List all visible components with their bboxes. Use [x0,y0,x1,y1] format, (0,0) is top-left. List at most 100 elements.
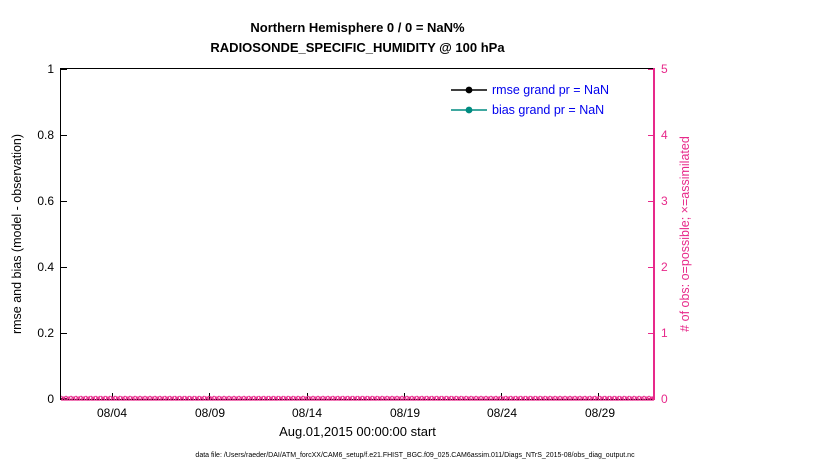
possible-obs-marker: o [644,394,650,403]
assimilated-obs-marker: × [143,394,152,404]
x-axis-tick-label: 08/09 [194,406,226,420]
assimilated-obs-marker: × [613,394,621,404]
possible-obs-marker: o [303,394,309,403]
possible-obs-marker: o [397,394,402,403]
assimilated-obs-marker: × [287,394,295,404]
possible-obs-marker: o [243,394,249,403]
left-tick-mark [61,332,67,334]
assimilated-obs-marker: × [371,394,379,404]
rmse-line-marker-icon [451,86,487,94]
assimilated-obs-marker: × [415,394,424,404]
assimilated-obs-marker: × [366,394,374,404]
assimilated-obs-marker: × [553,394,562,404]
assimilated-obs-marker: × [79,394,88,404]
left-axis-tick-label: 0.2 [37,326,54,340]
left-axis-tick-label: 0.8 [37,128,54,142]
possible-obs-marker: o [456,394,462,403]
assimilated-obs-marker: × [395,394,404,404]
left-tick-mark [61,266,67,268]
possible-obs-marker: o [308,394,313,403]
possible-obs-marker: o [520,394,526,403]
possible-obs-marker: o [293,394,299,403]
assimilated-obs-marker: × [524,394,532,404]
right-axis-tick-label: 5 [661,62,668,76]
assimilated-obs-marker: × [534,394,542,404]
assimilated-obs-marker: × [222,394,231,404]
possible-obs-marker: o [204,394,210,403]
possible-obs-marker: o [382,394,388,403]
possible-obs-marker: o [461,394,467,403]
possible-obs-marker: o [401,394,407,403]
possible-obs-marker: o [639,394,645,403]
possible-obs-marker: o [342,394,348,403]
right-axis-tick-label: 3 [661,194,668,208]
left-axis-tick-label: 0 [47,392,54,406]
assimilated-obs-marker: × [296,394,305,404]
left-axis-title: rmse and bias (model - observation) [10,133,24,335]
possible-obs-marker: o [510,394,516,403]
assimilated-obs-marker: × [183,394,191,404]
possible-obs-marker: o [80,394,86,403]
assimilated-obs-marker: × [267,394,275,404]
data-file-caption: data file: /Users/raeder/DAI/ATM_forcXX/… [195,452,635,459]
assimilated-obs-marker: × [59,394,68,404]
possible-obs-marker: o [377,394,383,403]
possible-obs-marker: o [476,394,482,403]
assimilated-obs-marker: × [647,394,656,404]
assimilated-obs-marker: × [89,394,97,404]
assimilated-obs-marker: × [464,394,473,404]
bias-line-marker-icon [451,106,487,114]
possible-obs-marker: o [135,394,141,403]
assimilated-obs-marker: × [440,394,448,404]
possible-obs-marker: o [313,394,318,403]
assimilated-obs-marker: × [237,394,246,404]
possible-obs-marker: o [500,394,506,403]
right-tick-mark [648,398,654,399]
possible-obs-marker: o [298,394,304,403]
assimilated-obs-marker: × [311,394,320,404]
assimilated-obs-marker: × [291,394,300,404]
possible-obs-marker: o [649,394,654,403]
possible-obs-marker: o [451,394,457,403]
right-axis-spine [653,68,655,400]
right-tick-mark [648,266,654,268]
assimilated-obs-marker: × [247,394,256,404]
possible-obs-marker: o [224,394,229,403]
assimilated-obs-marker: × [618,394,626,404]
possible-obs-marker: o [214,394,220,403]
assimilated-obs-marker: × [212,394,221,404]
left-axis-tick-label: 0.6 [37,194,54,208]
left-tick-mark [61,200,67,202]
possible-obs-marker: o [145,394,150,403]
assimilated-obs-marker: × [632,394,641,404]
assimilated-obs-marker: × [321,394,330,404]
possible-obs-marker: o [337,394,343,403]
possible-obs-marker: o [416,394,422,403]
assimilated-obs-marker: × [346,394,354,404]
right-tick-mark [648,134,654,136]
legend: rmse grand pr = NaN bias grand pr = NaN [450,80,609,120]
possible-obs-marker: o [530,394,536,403]
assimilated-obs-marker: × [548,394,557,404]
x-axis-tick-label: 08/14 [291,406,323,420]
x-tick-mark [306,393,308,399]
assimilated-obs-marker: × [207,394,216,404]
assimilated-obs-marker: × [252,394,260,404]
possible-obs-marker: o [372,394,378,403]
possible-obs-marker: o [609,394,615,403]
chart-title-line1: Northern Hemisphere 0 / 0 = NaN% [250,20,465,35]
possible-obs-marker: o [624,394,630,403]
right-tick-mark [648,200,654,202]
possible-obs-marker: o [362,394,368,403]
assimilated-obs-marker: × [114,394,122,404]
possible-obs-marker: o [273,394,279,403]
assimilated-obs-marker: × [351,394,359,404]
possible-obs-marker: o [525,394,531,403]
possible-obs-marker: o [446,394,452,403]
possible-obs-marker: o [471,394,477,403]
possible-obs-marker: o [248,394,254,403]
possible-obs-marker: o [263,394,269,403]
assimilated-obs-marker: × [227,394,236,404]
assimilated-obs-marker: × [598,394,606,404]
